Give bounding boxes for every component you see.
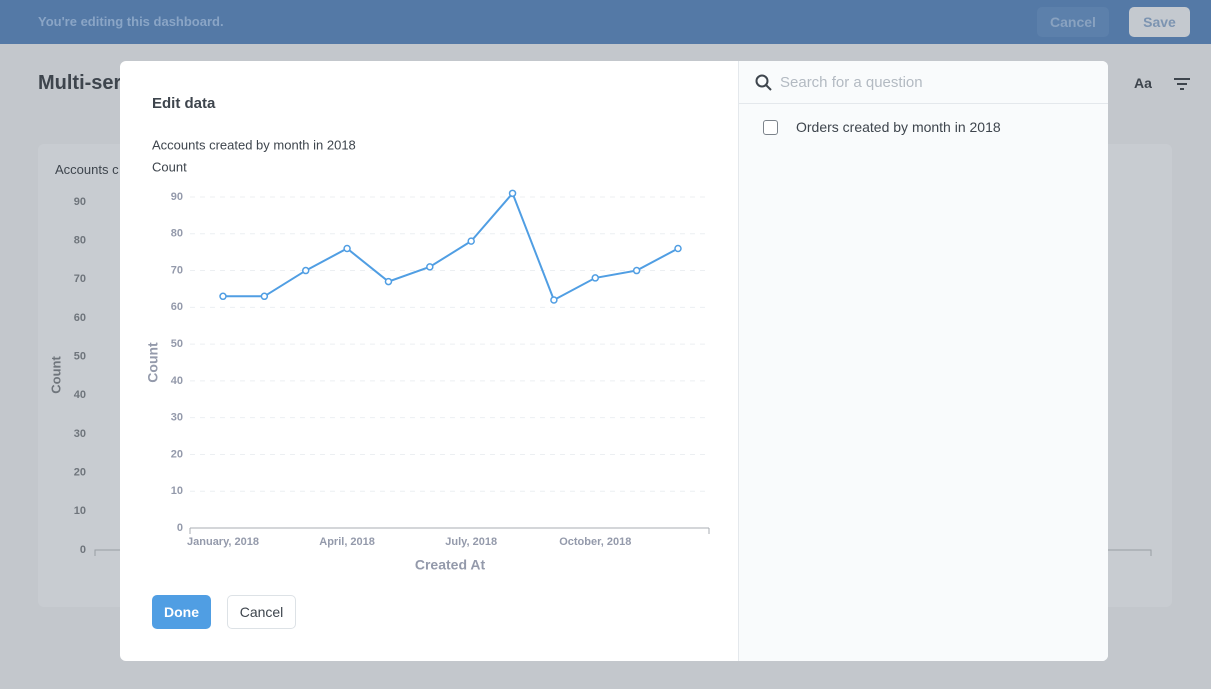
data-point: [591, 274, 600, 282]
cancel-button[interactable]: Cancel: [227, 595, 296, 629]
data-point: [426, 263, 434, 271]
edit-bar: You're editing this dashboard. Cancel Sa…: [0, 0, 1211, 44]
data-point: [508, 189, 517, 198]
y-tick-label: 90: [74, 196, 86, 208]
y-tick-label: 20: [171, 448, 183, 460]
series-line: [223, 191, 679, 302]
y-tick-label: 70: [74, 273, 86, 285]
data-point: [467, 237, 475, 245]
y-tick-label: 10: [171, 485, 183, 497]
save-button[interactable]: Save: [1129, 7, 1190, 37]
y-tick-label: 90: [171, 191, 183, 203]
done-button[interactable]: Done: [152, 595, 211, 629]
data-point: [260, 292, 269, 301]
data-point: [674, 244, 682, 253]
data-point: [301, 266, 310, 275]
modal-title: Edit data: [152, 95, 216, 112]
question-item[interactable]: Orders created by month in 2018: [763, 119, 1001, 135]
x-tick-label: April, 2018: [319, 536, 375, 548]
x-axis-ends: [189, 528, 710, 534]
y-tick-label: 80: [171, 228, 183, 240]
y-tick-label: 0: [177, 522, 183, 534]
checkbox[interactable]: [763, 119, 778, 135]
y-tick-label: 50: [171, 338, 183, 350]
x-tick-label: January, 2018: [187, 536, 259, 548]
filter-icon[interactable]: [1172, 76, 1192, 92]
y-tick-label: 40: [74, 389, 86, 401]
edit-message: You're editing this dashboard.: [38, 14, 224, 29]
y-tick-label: 60: [171, 301, 183, 313]
y-tick-label: 20: [74, 467, 86, 479]
y-tick-label: 0: [80, 544, 86, 556]
y-tick-label: 50: [74, 351, 86, 363]
x-tick-label: July, 2018: [445, 536, 497, 548]
question-panel: Search for a question Orders created by …: [738, 61, 1108, 661]
search-icon: [755, 74, 772, 91]
x-tick-label: October, 2018: [559, 536, 631, 548]
x-axis-label: Created At: [415, 557, 486, 573]
y-tick-label: 30: [171, 412, 183, 424]
y-axis-label: Count: [145, 342, 161, 383]
legend-label: Count: [152, 159, 187, 174]
dashboard-title: Multi-ser: [38, 72, 122, 94]
y-tick-label: 80: [74, 235, 86, 247]
y-tick-label: 60: [74, 312, 86, 324]
card-title: Accounts c: [55, 162, 119, 177]
text-settings[interactable]: Aa: [1134, 75, 1152, 91]
y-tick-label: 70: [171, 264, 183, 276]
search-placeholder: Search for a question: [780, 74, 923, 91]
chart: Accounts created by month in 2018 Count 0 1…: [145, 137, 710, 573]
data-point: [219, 292, 227, 301]
search-row[interactable]: Search for a question: [739, 61, 1108, 104]
data-point: [632, 266, 641, 275]
y-tick-label: 10: [74, 505, 86, 517]
data-point: [384, 277, 393, 286]
y-tick-label: 40: [171, 375, 183, 387]
y-axis-label: Count: [48, 356, 63, 394]
cancel-button[interactable]: Cancel: [1037, 7, 1109, 37]
data-point: [550, 296, 558, 304]
data-point: [343, 244, 351, 253]
chart-title: Accounts created by month in 2018: [152, 137, 356, 152]
edit-data-modal: Edit data Accounts created by month in 2…: [120, 61, 1108, 661]
question-label: Orders created by month in 2018: [796, 119, 1001, 135]
y-tick-label: 30: [74, 428, 86, 440]
